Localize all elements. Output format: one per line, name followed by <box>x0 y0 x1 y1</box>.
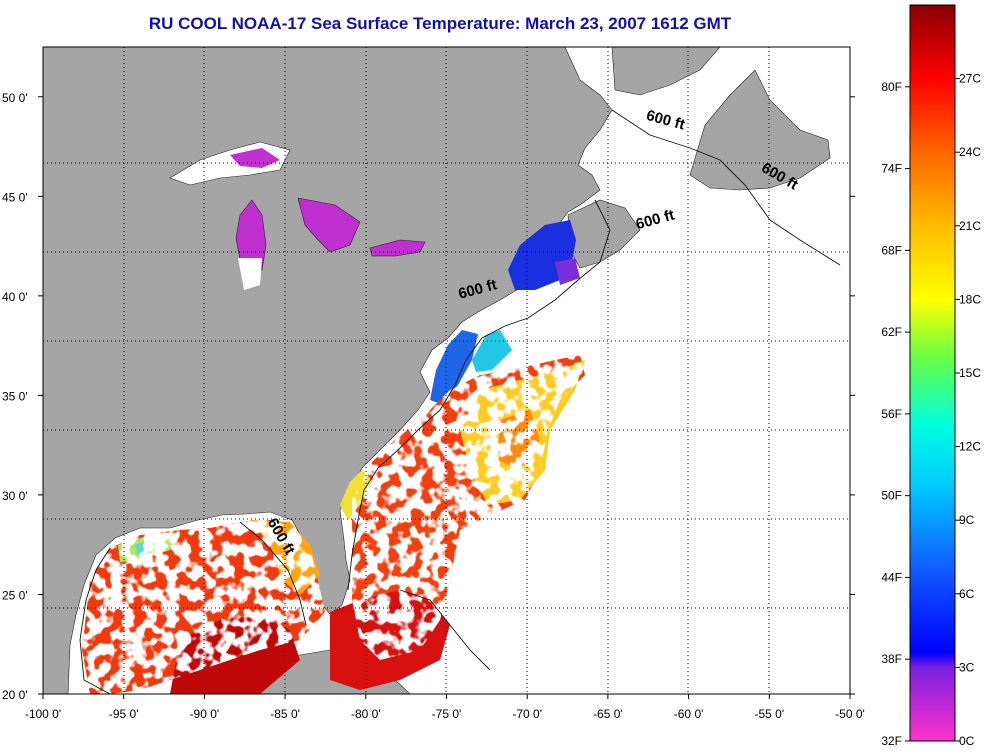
colorbar-celsius-label: 3C <box>959 660 975 674</box>
lon-tick-label: -65 0' <box>593 707 623 721</box>
lake-huron <box>297 197 361 253</box>
lon-tick-label: -60 0' <box>674 707 704 721</box>
lat-tick-label: 35 0' <box>2 389 28 403</box>
lake-michigan-south <box>238 258 262 290</box>
colorbar-gradient <box>909 4 956 742</box>
graticule <box>43 47 850 694</box>
colorbar-celsius-label: 0C <box>959 734 975 748</box>
land-quebec-north <box>611 47 721 96</box>
lon-tick-label: -55 0' <box>754 707 784 721</box>
sst-gulf-of-maine-purple <box>555 258 580 285</box>
colorbar-celsius-labels: 0C 3C 6C 9C 12C 15C 18C 21C 24C 27C <box>955 72 981 748</box>
isobath-600ft <box>79 109 841 694</box>
lat-tick-label: 20 0' <box>2 688 28 702</box>
colorbar: 0C 3C 6C 9C 12C 15C 18C 21C 24C 27C 32F 38F 44F 50F 5… <box>881 4 981 748</box>
colorbar-fahrenheit-label: 62F <box>881 325 902 339</box>
map-title: RU COOL NOAA-17 Sea Surface Temperature:… <box>149 14 732 33</box>
latitude-axis: 20 0' 25 0' 30 0' 35 0' 40 0' 45 0' 50 0' <box>2 91 855 702</box>
colorbar-fahrenheit-label: 56F <box>881 407 902 421</box>
colorbar-celsius-label: 18C <box>959 292 981 306</box>
colorbar-fahrenheit-label: 74F <box>881 162 902 176</box>
lat-tick-label: 30 0' <box>2 489 28 503</box>
lat-tick-label: 45 0' <box>2 190 28 204</box>
colorbar-celsius-label: 21C <box>959 219 981 233</box>
colorbar-fahrenheit-label: 44F <box>881 570 902 584</box>
colorbar-celsius-label: 9C <box>959 513 975 527</box>
lon-tick-label: -80 0' <box>351 707 381 721</box>
longitude-axis: -100 0' -95 0' -90 0' -85 0' -80 0' -75 0' -70… <box>25 694 865 721</box>
colorbar-celsius-label: 6C <box>959 587 975 601</box>
sst-mid-atlantic-cyan <box>472 330 512 372</box>
lon-tick-label: -50 0' <box>835 707 865 721</box>
sst-mid-atlantic-shelf <box>430 330 478 405</box>
land-newfoundland <box>689 69 831 191</box>
lon-tick-label: -70 0' <box>512 707 542 721</box>
land-north-america <box>43 47 613 694</box>
lon-tick-label: -75 0' <box>432 707 462 721</box>
colorbar-fahrenheit-label: 68F <box>881 243 902 257</box>
colorbar-fahrenheit-label: 80F <box>881 80 902 94</box>
colorbar-celsius-label: 15C <box>959 366 981 380</box>
lon-tick-label: -90 0' <box>190 707 220 721</box>
lat-tick-label: 50 0' <box>2 91 28 105</box>
colorbar-fahrenheit-label: 32F <box>881 734 902 748</box>
colorbar-fahrenheit-label: 50F <box>881 489 902 503</box>
lon-tick-label: -85 0' <box>270 707 300 721</box>
lake-michigan <box>235 199 267 276</box>
lat-tick-label: 25 0' <box>2 588 28 602</box>
lat-tick-label: 40 0' <box>2 290 28 304</box>
colorbar-celsius-label: 24C <box>959 145 981 159</box>
colorbar-fahrenheit-labels: 32F 38F 44F 50F 56F 62F 68F 74F 80F <box>881 80 910 748</box>
land-nova-scotia <box>567 199 641 269</box>
colorbar-celsius-label: 27C <box>959 72 981 86</box>
lon-tick-label: -100 0' <box>25 707 61 721</box>
lon-tick-label: -95 0' <box>109 707 139 721</box>
colorbar-fahrenheit-label: 38F <box>881 652 902 666</box>
colorbar-celsius-label: 12C <box>959 440 981 454</box>
